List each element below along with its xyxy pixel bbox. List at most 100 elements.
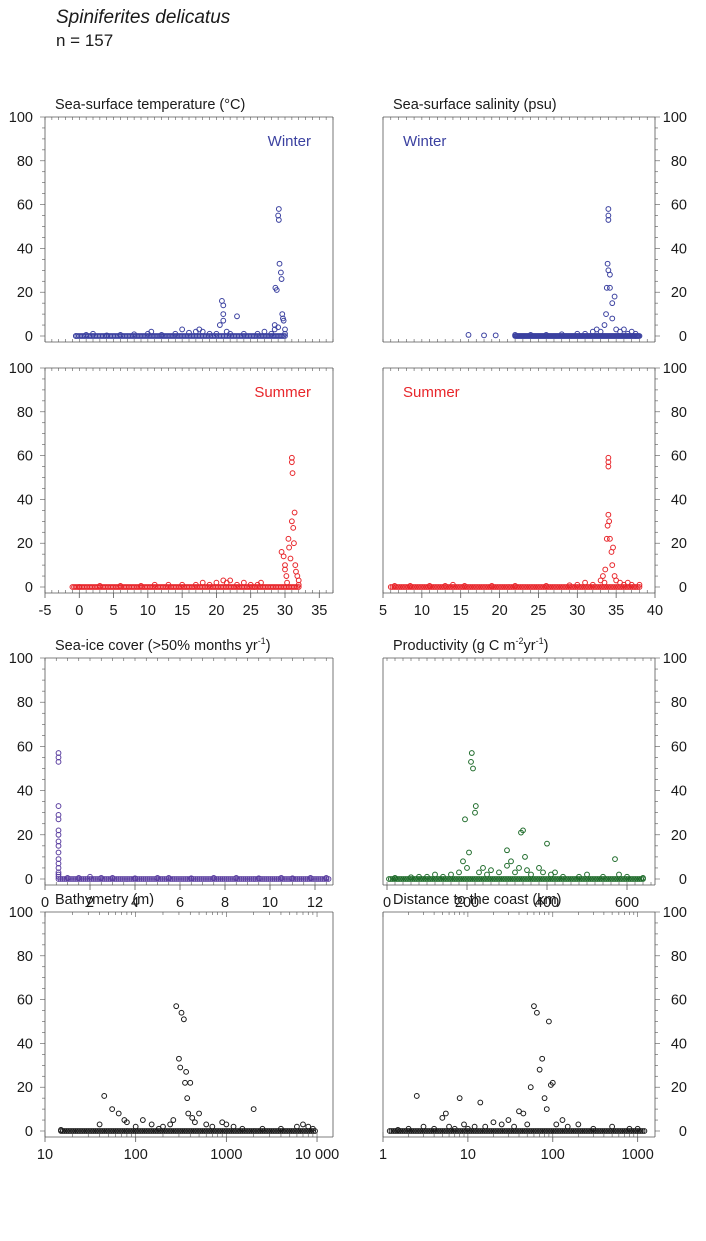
data-point (268, 1128, 275, 1134)
data-point (275, 217, 282, 223)
data-point (315, 876, 322, 882)
data-point (554, 876, 561, 882)
data-point (584, 871, 590, 878)
y-tick-label: 20 (17, 828, 33, 844)
data-point (442, 583, 449, 589)
data-point (455, 584, 462, 590)
data-point (476, 869, 482, 876)
x-tick-label: 10 (140, 603, 156, 619)
panel-sss-summer: 100 80 60 40 20 0 5 10 15 20 25 30 35 40 Summer (379, 361, 687, 619)
sample-count: n = 157 (56, 31, 114, 50)
data-point (291, 540, 297, 547)
x-tick-label: 10 (262, 895, 278, 911)
data-point (386, 1128, 393, 1134)
data-point (477, 1099, 484, 1106)
data-point (402, 876, 409, 882)
data-point (443, 1128, 450, 1134)
data-point (196, 1110, 202, 1117)
data-point (96, 1128, 102, 1134)
data-point (587, 876, 594, 882)
data-point (415, 1128, 422, 1134)
data-point (576, 1128, 582, 1134)
data-point (250, 1128, 257, 1134)
data-point (492, 1128, 499, 1134)
data-point (565, 876, 572, 882)
data-point (474, 584, 481, 590)
data-point (484, 871, 490, 878)
data-point (252, 876, 259, 882)
data-point (456, 1095, 463, 1102)
data-point (215, 1128, 222, 1134)
data-point (250, 876, 257, 882)
data-point (505, 876, 512, 882)
data-point (616, 871, 622, 878)
data-point (534, 1128, 540, 1134)
data-point (464, 1125, 471, 1132)
data-point (563, 584, 570, 590)
data-point (250, 1106, 257, 1112)
data-point (557, 1128, 564, 1134)
data-point (115, 876, 122, 882)
data-point (246, 1128, 253, 1134)
data-point (559, 1117, 566, 1123)
data-point (205, 1128, 211, 1134)
data-point (74, 876, 81, 882)
data-point (179, 326, 186, 333)
data-point (92, 876, 99, 882)
data-point (441, 1128, 448, 1134)
data-point (179, 581, 186, 588)
data-point (571, 876, 577, 882)
y-tick-label: 0 (679, 1124, 687, 1140)
data-point (550, 1128, 557, 1134)
panel-title: Distance to the coast (km) (393, 892, 561, 908)
data-point (221, 1128, 228, 1134)
data-point (432, 871, 438, 878)
x-tick-label: 10 (37, 1147, 53, 1163)
y-tick-label: 80 (17, 695, 33, 711)
data-point (554, 584, 561, 590)
data-point (503, 1128, 510, 1134)
data-point (289, 470, 296, 477)
x-tick-label: 1000 (622, 1147, 654, 1163)
data-point (269, 876, 276, 882)
data-point (115, 1110, 122, 1117)
data-point (199, 328, 206, 335)
data-point (55, 803, 62, 809)
data-point (167, 1121, 174, 1128)
data-point (175, 876, 181, 882)
data-point (582, 330, 588, 337)
data-point (417, 1128, 424, 1134)
data-point (252, 1128, 259, 1134)
data-point (76, 876, 83, 882)
y-tick-label: 100 (9, 905, 33, 921)
data-point (639, 1128, 646, 1134)
data-point (482, 584, 488, 590)
x-tick-label: 8 (221, 895, 229, 911)
data-point (148, 1121, 155, 1128)
data-point (609, 876, 616, 882)
data-point (544, 840, 550, 847)
data-point (55, 827, 62, 834)
data-point (511, 1123, 517, 1130)
data-point (109, 1106, 116, 1112)
data-point (515, 584, 522, 590)
data-point (440, 876, 447, 882)
data-point (475, 876, 481, 882)
data-point (386, 876, 392, 882)
data-point (632, 330, 639, 337)
data-point (275, 324, 282, 331)
data-point (302, 876, 309, 882)
x-tick-label: 10 (460, 1147, 476, 1163)
data-point (395, 1128, 402, 1134)
data-point (456, 869, 462, 876)
panel-title: Sea-surface salinity (psu) (393, 97, 557, 113)
data-point (605, 1128, 611, 1134)
data-point (468, 758, 474, 765)
data-point (141, 1128, 148, 1134)
data-point (429, 876, 436, 882)
data-point (441, 584, 447, 590)
data-point (163, 1128, 170, 1134)
data-point (85, 1128, 92, 1134)
data-point (96, 1121, 103, 1128)
y-tick-label: 100 (9, 361, 33, 377)
